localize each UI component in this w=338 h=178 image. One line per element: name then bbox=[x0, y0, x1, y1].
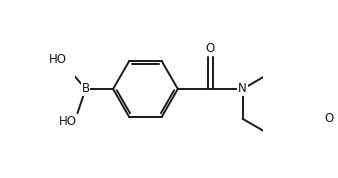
Text: N: N bbox=[238, 82, 247, 95]
Text: O: O bbox=[206, 42, 215, 55]
Text: O: O bbox=[324, 112, 333, 125]
Text: HO: HO bbox=[49, 53, 67, 66]
Text: HO: HO bbox=[58, 115, 76, 128]
Text: B: B bbox=[81, 82, 90, 96]
